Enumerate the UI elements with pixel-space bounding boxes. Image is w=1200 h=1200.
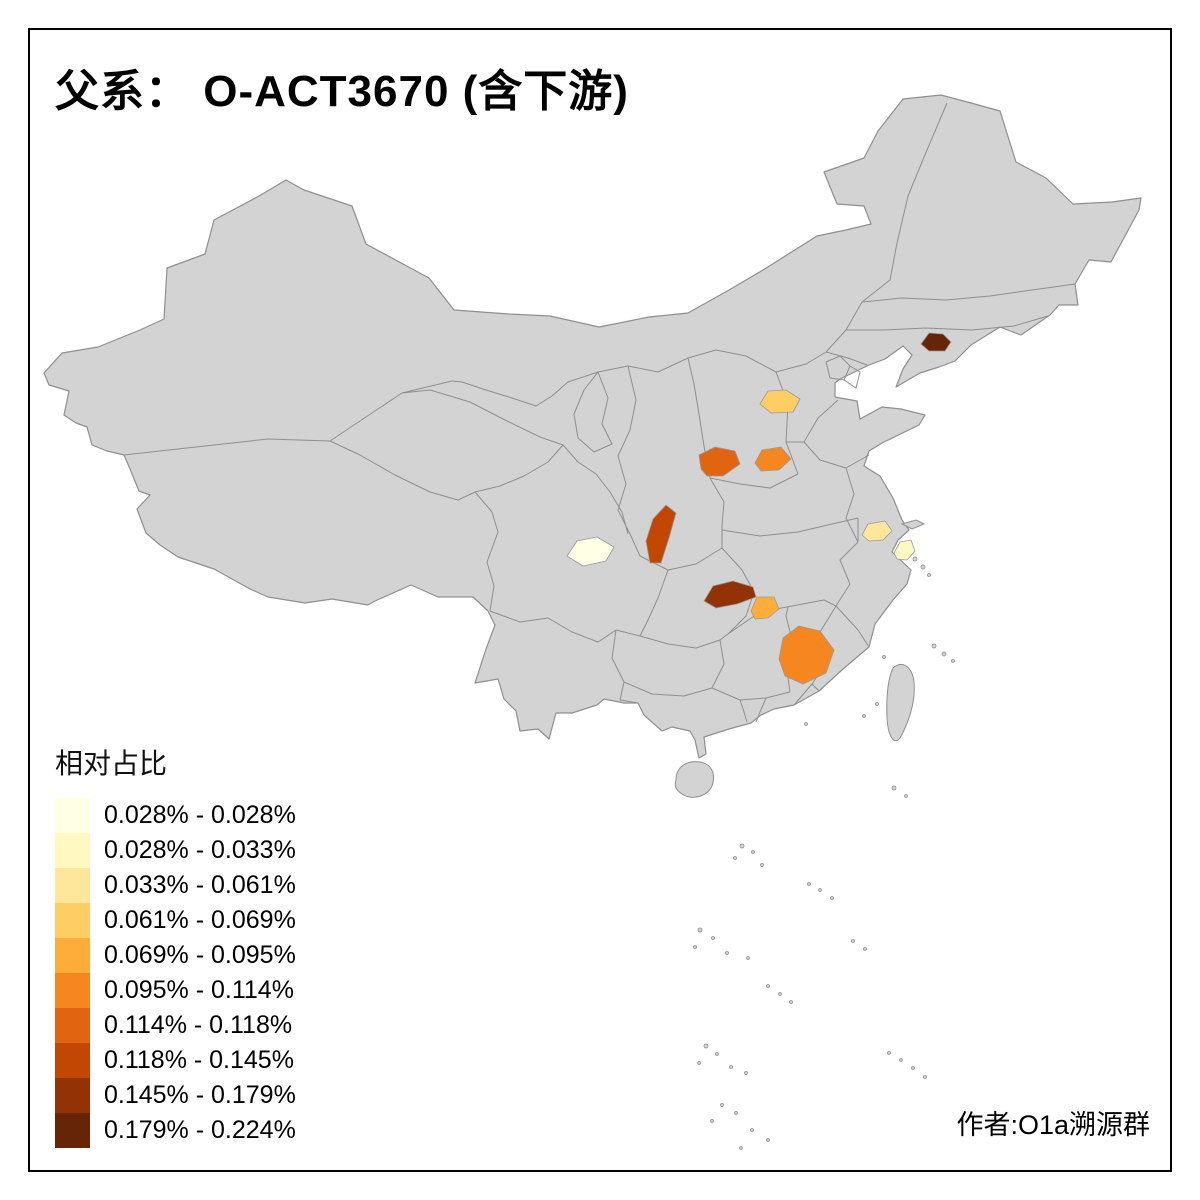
legend-label: 0.061% - 0.069%: [104, 906, 296, 934]
legend-item: 0.028% - 0.033%: [55, 833, 296, 868]
legend-swatch: [55, 1008, 90, 1043]
legend-swatch: [55, 1043, 90, 1078]
region-hunan-northwest: [703, 580, 757, 609]
legend-item: 0.179% - 0.224%: [55, 1113, 296, 1148]
legend-swatch: [55, 973, 90, 1008]
legend-label: 0.095% - 0.114%: [104, 976, 294, 1004]
china-mainland-shape: [43, 94, 1142, 759]
legend-item: 0.145% - 0.179%: [55, 1078, 296, 1113]
legend-swatch: [55, 1078, 90, 1113]
region-jiangsu-south: [861, 520, 893, 542]
hainan-island: [674, 761, 714, 798]
legend-title: 相对占比: [55, 748, 168, 779]
legend-swatch: [55, 1113, 90, 1148]
region-jiangxi-south: [778, 625, 835, 685]
province-borders: [123, 102, 1076, 723]
region-sichuan-chengdu: [566, 536, 615, 567]
legend-item: 0.028% - 0.028%: [55, 798, 296, 833]
legend-items: 0.028% - 0.028% 0.028% - 0.033% 0.033% -…: [55, 798, 296, 1148]
islands: [674, 519, 926, 798]
legend-item: 0.095% - 0.114%: [55, 973, 296, 1008]
highlighted-regions: [566, 332, 952, 685]
legend-item: 0.069% - 0.095%: [55, 938, 296, 973]
legend-label: 0.028% - 0.033%: [104, 836, 296, 864]
legend-label: 0.118% - 0.145%: [104, 1046, 294, 1074]
legend-label: 0.114% - 0.118%: [104, 1011, 293, 1039]
legend-item: 0.061% - 0.069%: [55, 903, 296, 938]
legend-label: 0.069% - 0.095%: [104, 941, 296, 969]
legend-swatch: [55, 798, 90, 833]
legend-label: 0.028% - 0.028%: [104, 801, 296, 829]
region-hebei-south: [759, 389, 801, 414]
region-hunan-north: [750, 596, 780, 620]
legend-swatch: [55, 938, 90, 973]
legend-item: 0.118% - 0.145%: [55, 1043, 296, 1078]
legend-swatch: [55, 903, 90, 938]
legend-label: 0.179% - 0.224%: [104, 1116, 296, 1144]
legend-label: 0.033% - 0.061%: [104, 871, 296, 899]
region-shanghai-area: [893, 539, 916, 561]
region-henan-north: [754, 446, 792, 472]
legend: 相对占比 0.028% - 0.028% 0.028% - 0.033% 0.0…: [55, 742, 296, 1148]
region-liaoning: [920, 332, 952, 352]
attribution: 作者:O1a溯源群: [956, 1110, 1150, 1140]
legend-item: 0.033% - 0.061%: [55, 868, 296, 903]
taiwan-island: [886, 664, 915, 742]
legend-swatch: [55, 833, 90, 868]
region-shanxi-southwest: [698, 446, 741, 477]
legend-label: 0.145% - 0.179%: [104, 1081, 296, 1109]
legend-item: 0.114% - 0.118%: [55, 1008, 296, 1043]
region-shaanxi-south: [645, 504, 677, 564]
chongming-island: [900, 519, 926, 530]
page-title: 父系： O-ACT3670 (含下游): [55, 67, 629, 116]
legend-swatch: [55, 868, 90, 903]
small-islets: [693, 556, 955, 1150]
